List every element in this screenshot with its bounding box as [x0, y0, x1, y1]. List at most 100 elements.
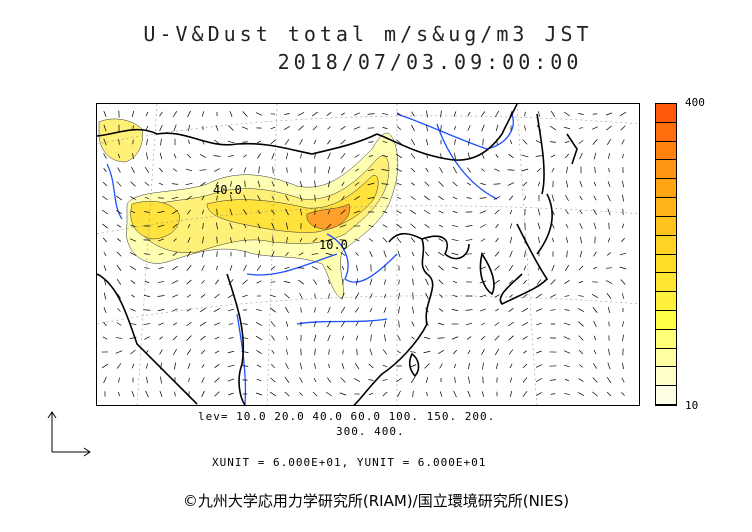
wind-arrow: [383, 279, 387, 285]
wind-arrow: [285, 362, 289, 370]
wind-arrow: [411, 111, 415, 117]
wind-arrow: [494, 265, 500, 271]
wind-arrow: [425, 238, 429, 242]
wind-arrow: [285, 222, 289, 230]
wind-arrow: [621, 237, 625, 243]
wind-arrow: [537, 208, 541, 216]
wind-arrow: [480, 182, 486, 186]
wind-arrow: [550, 154, 556, 158]
wind-arrow: [353, 378, 361, 382]
wind-arrow: [214, 391, 220, 397]
wind-arrow: [397, 250, 401, 258]
wind-arrow: [228, 125, 234, 131]
wind-arrow: [258, 250, 260, 258]
wind-arrow: [271, 335, 275, 341]
wind-arrow: [269, 391, 277, 397]
wind-arrow: [564, 379, 570, 381]
wind-arrow: [228, 337, 234, 339]
wind-arrow: [172, 110, 178, 118]
wind-arrow: [398, 306, 400, 314]
wind-arrow: [314, 363, 316, 369]
wind-arrow: [354, 154, 360, 158]
wind-arrow: [564, 295, 570, 297]
wind-arrow: [564, 264, 570, 272]
wind-arrow: [158, 252, 164, 256]
wind-arrow: [495, 237, 499, 243]
wind-arrow: [398, 320, 400, 328]
wind-arrow: [396, 112, 402, 116]
wind-arrow: [423, 209, 431, 215]
colorbar-segment: [656, 310, 676, 330]
wind-arrow: [368, 155, 374, 157]
wind-arrow: [509, 110, 513, 118]
wind-arrow: [537, 181, 541, 187]
wind-arrow: [494, 209, 500, 215]
wind-arrow: [521, 322, 529, 326]
wind-arrow: [605, 267, 613, 269]
wind-arrow: [328, 195, 330, 201]
wind-arrow: [454, 377, 456, 383]
wind-arrow: [536, 322, 542, 326]
wind-arrow: [522, 377, 528, 383]
wind-arrow: [144, 267, 150, 269]
wind-arrow: [607, 208, 611, 216]
wind-arrow: [144, 166, 150, 174]
wind-arrow: [480, 224, 486, 228]
wind-arrow: [536, 168, 542, 172]
wind-arrow: [271, 250, 275, 258]
wind-arrow: [454, 363, 456, 369]
wind-arrow: [424, 336, 430, 340]
wind-arrow: [115, 195, 123, 201]
wind-arrow: [438, 238, 444, 242]
wind-arrow: [438, 279, 444, 285]
wind-arrow: [256, 350, 262, 354]
wind-arrow: [158, 182, 164, 186]
wind-arrow: [340, 306, 346, 314]
wind-arrow: [367, 197, 375, 199]
wind-arrow: [326, 112, 332, 116]
wind-arrow: [382, 197, 388, 199]
wind-arrow: [327, 334, 331, 342]
wind-arrow: [551, 223, 555, 229]
wind-arrow: [453, 111, 457, 117]
colorbar-segment: [656, 104, 676, 123]
taiwan: [408, 352, 420, 378]
wind-arrow: [522, 139, 528, 145]
wind-arrow: [481, 391, 485, 397]
wind-arrow: [102, 336, 108, 340]
wind-arrow: [622, 321, 624, 327]
wind-arrow: [172, 265, 178, 271]
wind-arrow: [328, 180, 330, 188]
wind-arrow: [509, 294, 513, 298]
wind-arrow: [199, 169, 207, 171]
wind-arrow: [171, 280, 179, 284]
wind-arrow: [187, 363, 191, 369]
copyright-notice: ©九州大学応用力学研究所(RIAM)/国立環境研究所(NIES): [182, 492, 570, 510]
wind-arrow: [465, 322, 473, 326]
wind-arrow: [454, 139, 456, 145]
wind-arrow: [424, 363, 430, 369]
wind-arrow: [535, 293, 543, 299]
colorbar: [655, 103, 677, 406]
wind-arrow: [381, 154, 389, 158]
colorbar-segment: [656, 273, 676, 293]
wind-arrow: [200, 181, 206, 187]
wind-arrow: [144, 211, 150, 213]
wind-arrow: [535, 377, 543, 383]
dust-wind-map: 40.0 10.0: [96, 103, 640, 406]
wind-arrow: [509, 377, 513, 383]
colorbar-segment: [656, 160, 676, 180]
wind-arrow: [185, 168, 193, 172]
wind-arrow: [115, 350, 123, 354]
wind-arrow: [340, 126, 346, 130]
wind-arrow: [354, 238, 360, 242]
wind-arrow: [509, 223, 513, 229]
wind-arrow: [214, 168, 220, 172]
wind-arrow: [466, 336, 472, 340]
wind-arrow: [314, 348, 316, 356]
wind-arrow: [201, 265, 205, 271]
wind-arrow: [186, 265, 192, 271]
wind-arrow: [381, 183, 389, 185]
wind-arrow: [313, 334, 317, 342]
wind-arrow: [313, 378, 317, 382]
